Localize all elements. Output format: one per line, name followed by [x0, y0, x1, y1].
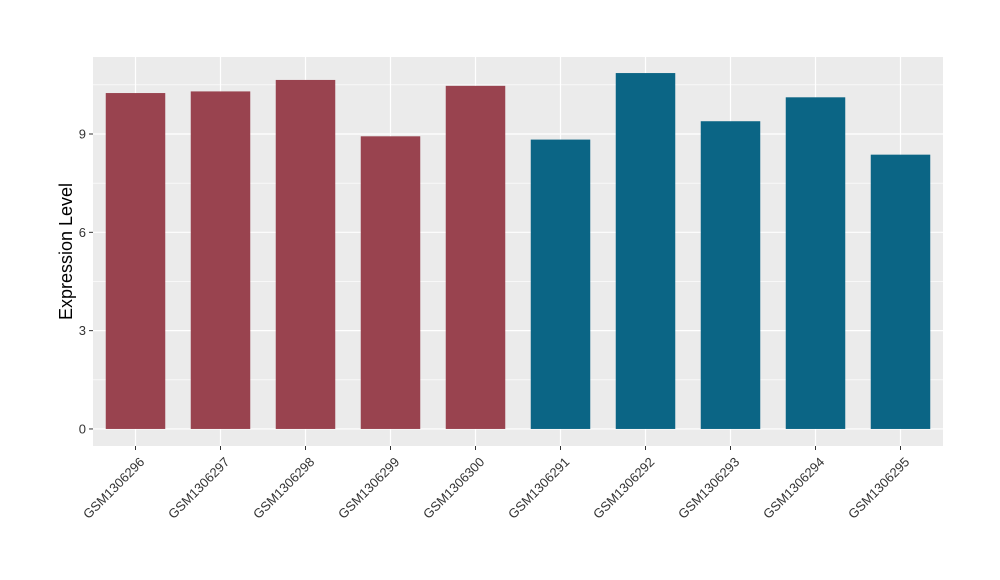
- y-axis-title: Expression Level: [56, 183, 76, 320]
- y-axis-ticks: 0 3 6 9: [79, 127, 93, 436]
- y-tick-label: 9: [79, 127, 86, 142]
- bar-GSM1306295: [870, 154, 931, 429]
- bar-GSM1306300: [445, 85, 506, 429]
- bar-GSM1306299: [360, 136, 421, 429]
- bar-GSM1306294: [785, 97, 846, 429]
- bar-GSM1306293: [700, 121, 761, 429]
- x-tick-label: GSM1306294: [760, 454, 827, 521]
- x-tick-label: GSM1306291: [505, 454, 572, 521]
- x-tick-label: GSM1306298: [250, 454, 317, 521]
- y-tick-label: 0: [79, 421, 86, 436]
- x-tick-label: GSM1306297: [165, 454, 232, 521]
- bar-GSM1306297: [190, 91, 251, 429]
- x-tick-label: GSM1306293: [675, 454, 742, 521]
- x-tick-label: GSM1306296: [80, 454, 147, 521]
- bar-GSM1306292: [615, 73, 676, 429]
- x-tick-label: GSM1306300: [420, 454, 487, 521]
- bars: [105, 73, 931, 429]
- y-tick-label: 6: [79, 225, 86, 240]
- bar-GSM1306298: [275, 79, 336, 429]
- y-tick-label: 3: [79, 323, 86, 338]
- x-tick-label: GSM1306292: [590, 454, 657, 521]
- bar-GSM1306291: [530, 139, 591, 429]
- x-tick-label: GSM1306295: [845, 454, 912, 521]
- bar-GSM1306296: [105, 93, 166, 429]
- x-tick-label: GSM1306299: [335, 454, 402, 521]
- x-axis-ticks: GSM1306296 GSM1306297 GSM1306298 GSM1306299…: [80, 446, 912, 522]
